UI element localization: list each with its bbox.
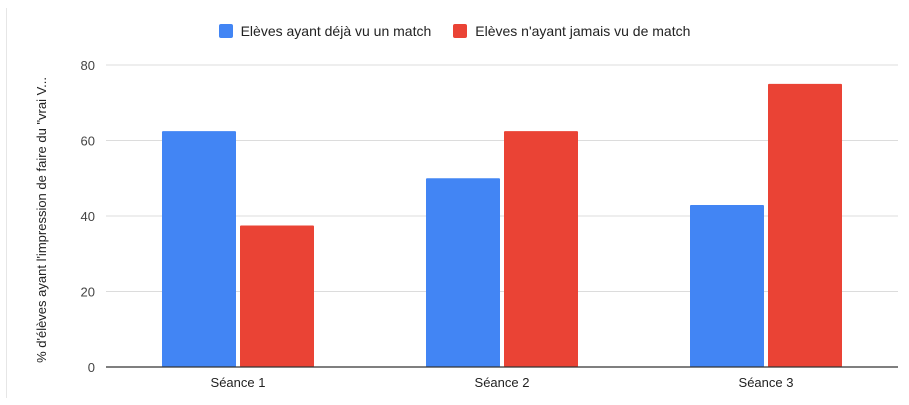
y-tick-label: 80 xyxy=(81,58,95,73)
x-tick-label: Séance 3 xyxy=(739,375,794,390)
legend-item-series-1[interactable]: Elèves ayant déjà vu un match xyxy=(218,23,432,39)
legend-label-series-2: Elèves n'ayant jamais vu de match xyxy=(475,23,691,39)
legend-swatch-series-1 xyxy=(218,24,233,38)
bar-series-2-2[interactable] xyxy=(504,131,578,367)
grid-layer xyxy=(106,64,898,292)
x-tick-label: Séance 1 xyxy=(211,375,266,390)
bar-series-1-3[interactable] xyxy=(690,205,764,367)
legend-item-series-2[interactable]: Elèves n'ayant jamais vu de match xyxy=(453,23,690,39)
legend-label-series-1: Elèves ayant déjà vu un match xyxy=(240,23,432,39)
bar-series-2-1[interactable] xyxy=(240,225,314,367)
x-tick-label: Séance 2 xyxy=(475,375,530,390)
bar-series-2-3[interactable] xyxy=(768,83,842,367)
y-tick-label: 40 xyxy=(81,209,95,224)
axis-layer: 0 20 40 60 80 Séance 1 Séance 2 Séance 3 xyxy=(81,58,898,390)
legend: Elèves ayant déjà vu un match Elèves n'a… xyxy=(0,23,909,39)
left-border xyxy=(6,8,7,398)
legend-swatch-series-2 xyxy=(453,24,468,38)
y-axis-title: % d'élèves ayant l'impression de faire d… xyxy=(34,77,49,363)
y-tick-label: 20 xyxy=(81,285,95,300)
y-tick-label: 60 xyxy=(81,134,95,149)
bars-layer xyxy=(162,83,842,367)
bar-series-1-2[interactable] xyxy=(426,178,500,367)
y-tick-label: 0 xyxy=(88,360,95,375)
bar-series-1-1[interactable] xyxy=(162,131,236,367)
